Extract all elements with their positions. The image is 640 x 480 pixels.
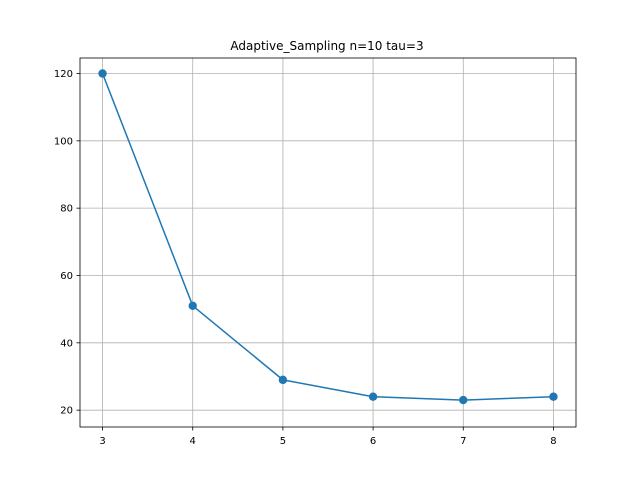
y-tick-label: 20 [60, 406, 73, 417]
data-point [278, 375, 288, 385]
series-line [101, 73, 554, 401]
tick-labels: 3 4 5 6 7 8 20 40 60 80 100 120 [54, 69, 557, 447]
grid [80, 58, 576, 427]
y-tick-label: 100 [54, 136, 73, 147]
chart-title: Adaptive_Sampling n=10 tau=3 [230, 39, 423, 53]
axes [79, 57, 577, 428]
series-layer [98, 69, 558, 405]
data-point [459, 395, 468, 405]
data-point [368, 392, 378, 401]
data-point [98, 69, 107, 78]
plot-frame [79, 57, 577, 428]
x-tick-label: 4 [190, 436, 196, 447]
x-tick-label: 3 [99, 436, 105, 447]
data-point [549, 392, 558, 401]
y-tick-label: 60 [60, 271, 73, 282]
x-tick-label: 7 [460, 436, 466, 447]
x-tick-label: 6 [370, 436, 376, 447]
x-tick-label: 5 [280, 436, 286, 447]
x-tick-label: 8 [550, 436, 556, 447]
y-tick-label: 120 [54, 69, 73, 80]
y-tick-label: 40 [60, 338, 73, 349]
y-tick-label: 80 [60, 204, 73, 215]
data-point [188, 301, 197, 310]
